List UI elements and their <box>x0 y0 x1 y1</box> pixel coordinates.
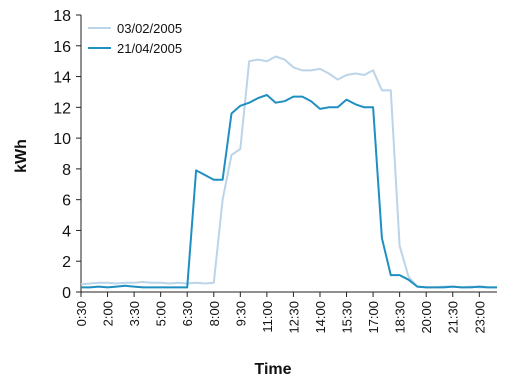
y-tick-label: 2 <box>62 254 71 271</box>
y-tick-label: 18 <box>53 8 71 25</box>
x-tick-label: 6:30 <box>180 301 195 326</box>
x-tick-label: 9:30 <box>233 301 248 326</box>
legend-label: 03/02/2005 <box>117 21 182 36</box>
y-tick-label: 8 <box>62 162 71 179</box>
x-tick-label: 15:30 <box>340 301 355 334</box>
y-tick-label: 0 <box>62 285 71 302</box>
legend-label: 21/04/2005 <box>117 41 182 56</box>
series-line-1 <box>80 55 497 289</box>
x-tick-label: 12:30 <box>286 301 301 334</box>
x-tick-label: 2:00 <box>101 301 116 326</box>
y-tick-label: 4 <box>62 223 71 240</box>
x-tick-label: 21:30 <box>446 301 461 334</box>
x-tick-label: 11:00 <box>260 301 275 333</box>
x-tick-label: 0:30 <box>74 301 89 326</box>
x-axis-ticks: 0:30 2:00 3:30 5:00 6:30 8:00 9:30 11:00 12:30 14… <box>74 292 487 334</box>
y-tick-label: 16 <box>53 39 71 56</box>
y-tick-label: 10 <box>53 131 71 148</box>
x-axis-title: Time <box>254 361 291 378</box>
series-line-2 <box>81 94 497 289</box>
y-axis-ticks: 0 2 4 6 8 10 12 14 16 18 <box>53 8 81 302</box>
x-tick-label: 20:00 <box>419 301 434 334</box>
y-tick-label: 14 <box>53 70 71 87</box>
y-tick-label: 6 <box>62 193 71 210</box>
x-tick-label: 18:30 <box>393 301 408 334</box>
series-layer <box>80 55 497 289</box>
x-tick-label: 23:00 <box>472 301 487 334</box>
x-tick-label: 14:00 <box>313 301 328 334</box>
x-tick-label: 17:00 <box>366 301 381 334</box>
x-tick-label: 5:00 <box>154 301 169 326</box>
x-tick-label: 3:30 <box>127 301 142 326</box>
legend: 03/02/2005 21/04/2005 <box>88 21 182 56</box>
y-tick-label: 12 <box>53 100 71 117</box>
y-axis-title: kWh <box>13 139 30 173</box>
x-tick-label: 8:00 <box>207 301 222 326</box>
